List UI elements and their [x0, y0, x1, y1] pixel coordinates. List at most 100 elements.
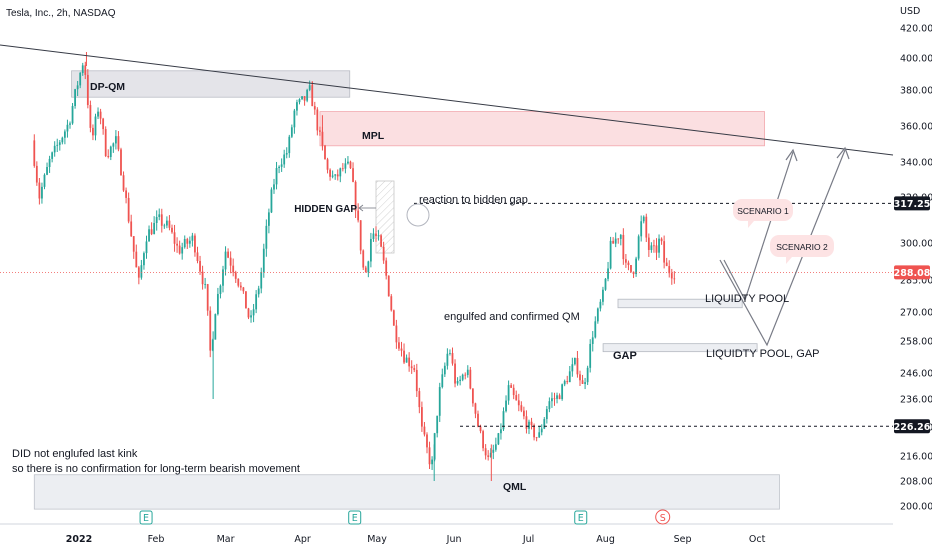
x-tick-label: Aug	[596, 534, 615, 545]
candle-body	[38, 182, 41, 199]
candle-124	[349, 160, 352, 169]
earnings-letter: E	[578, 513, 584, 524]
candle-154	[426, 432, 428, 454]
zone-qml	[33, 474, 780, 510]
candle-122	[344, 158, 347, 174]
candle-body	[632, 271, 635, 275]
candle-247	[663, 235, 666, 269]
scenario-2-bubble-tail	[786, 257, 792, 264]
candle-14	[69, 121, 71, 129]
candle-body	[454, 363, 456, 384]
candle-body	[35, 165, 38, 183]
candle-body	[637, 236, 640, 259]
candle-body	[143, 253, 145, 266]
candle-73	[219, 284, 222, 299]
candle-133	[372, 228, 375, 242]
candle-224	[604, 278, 607, 291]
candle-body	[81, 65, 84, 73]
candle-16	[74, 88, 76, 109]
candle-body	[301, 96, 303, 100]
candle-body	[492, 449, 495, 453]
candle-body	[507, 385, 510, 401]
candle-body	[482, 431, 484, 449]
candle-214	[579, 370, 581, 386]
candle-173	[474, 402, 477, 419]
candle-body	[160, 214, 163, 226]
candle-body	[201, 271, 204, 285]
price-badge-box	[894, 265, 930, 280]
earnings-marker-0[interactable]: E	[139, 510, 153, 525]
candle-body	[79, 72, 82, 86]
candle-78	[232, 258, 235, 277]
candle-2	[38, 177, 41, 205]
candle-76	[227, 248, 229, 259]
candle-body	[668, 266, 671, 274]
earnings-letter: E	[143, 513, 149, 524]
label-dp-qm: DP-QM	[90, 81, 125, 93]
candle-body	[120, 149, 122, 176]
candle-215	[581, 374, 584, 385]
candle-body	[331, 175, 334, 177]
candle-body	[336, 174, 339, 177]
candle-body	[43, 174, 46, 187]
candle-body	[278, 166, 280, 169]
y-tick-label: 258.00	[900, 337, 932, 348]
candle-body	[364, 267, 367, 273]
price-badge-label: 288.08	[894, 268, 931, 279]
candle-body	[186, 239, 189, 244]
candle-8	[53, 141, 56, 157]
candle-body	[510, 385, 513, 388]
candle-233	[627, 260, 630, 271]
candle-141	[392, 309, 395, 326]
candle-219	[591, 331, 594, 352]
candle-201	[545, 406, 548, 424]
candle-body	[357, 210, 360, 221]
candle-body	[308, 85, 311, 90]
candle-120	[339, 167, 342, 183]
label-scenario2: SCENARIO 2	[776, 242, 828, 252]
candle-45	[148, 225, 150, 242]
label-reaction: reaction to hidden gap	[419, 194, 528, 206]
candle-body	[474, 403, 477, 414]
candle-body	[318, 130, 321, 132]
earnings-marker-2[interactable]: E	[574, 510, 588, 525]
candle-body	[464, 374, 467, 376]
candle-55	[173, 224, 176, 252]
candle-body	[494, 444, 497, 450]
candle-231	[622, 228, 625, 265]
candle-138	[385, 257, 388, 280]
candle-171	[469, 366, 472, 390]
x-axis[interactable]: 2022 Feb Mar Apr May Jun Jul Aug Sep Oct	[66, 534, 766, 545]
candle-58	[181, 242, 184, 260]
candle-226	[609, 236, 612, 270]
scenario-2-path	[719, 149, 846, 347]
candle-body	[612, 240, 615, 244]
candle-144	[400, 341, 403, 357]
candle-234	[630, 265, 632, 273]
candle-106	[303, 96, 306, 106]
candle-body	[303, 96, 306, 101]
earnings-icon	[139, 510, 153, 525]
price-badge-1: 288.08	[894, 265, 931, 280]
candle-body	[58, 142, 61, 145]
candle-136	[380, 234, 382, 248]
earnings-marker-1[interactable]: E	[348, 510, 362, 525]
scenario-1-bubble	[733, 199, 793, 221]
label-note2: so there is no confirmation for long-ter…	[12, 463, 300, 475]
candle-body	[400, 348, 403, 351]
candle-body	[199, 260, 201, 272]
candle-217	[586, 365, 589, 386]
candle-body	[183, 239, 186, 248]
y-axis[interactable]: 420.00400.00380.00360.00340.00320.00300.…	[900, 24, 932, 513]
split-marker[interactable]: S	[655, 509, 671, 525]
candle-199	[540, 424, 543, 436]
candle-57	[178, 240, 181, 255]
candle-body	[86, 74, 89, 106]
candle-5	[46, 162, 48, 176]
candle-140	[390, 294, 393, 312]
candle-body	[227, 251, 229, 258]
candle-31	[112, 142, 115, 153]
label-gap: GAP	[613, 350, 637, 362]
